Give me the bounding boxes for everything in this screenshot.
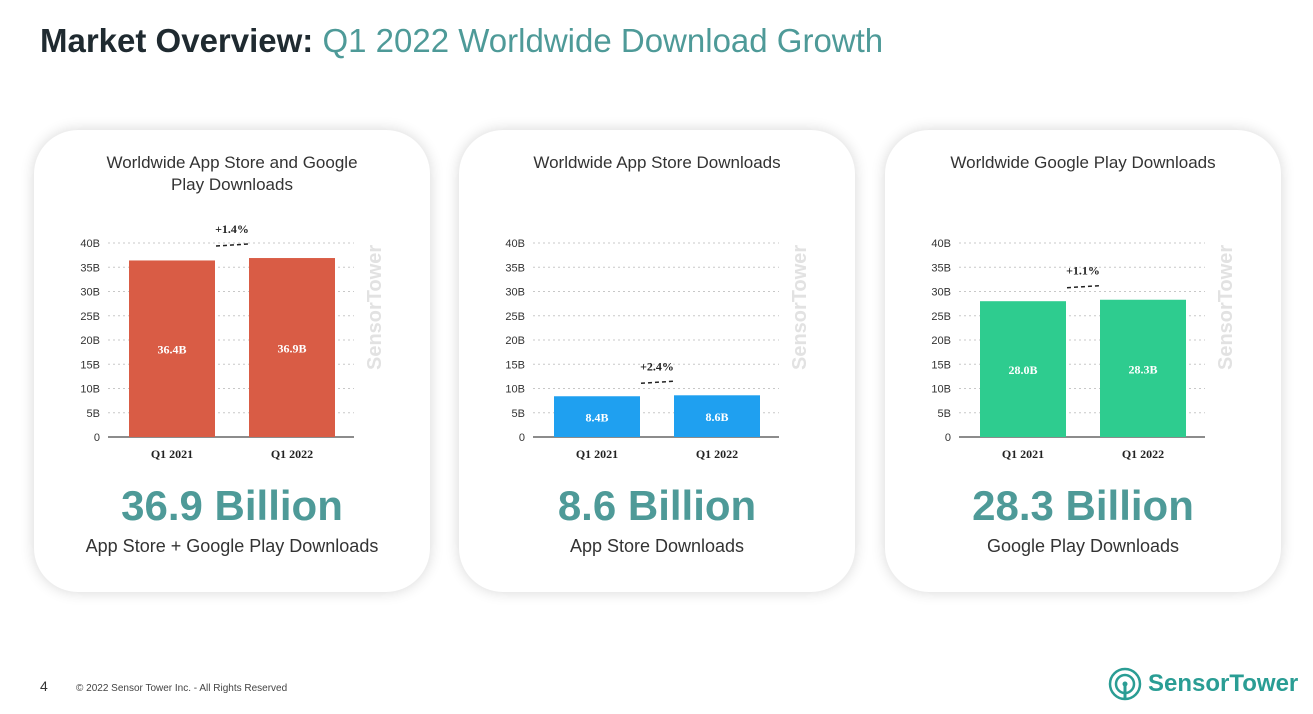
y-tick-label: 15B: [80, 359, 100, 371]
x-tick-label: Q1 2021: [151, 447, 193, 461]
card-subtitle: Google Play Downloads: [986, 536, 1180, 556]
growth-line: [640, 380, 674, 385]
page-number: 4: [40, 678, 48, 694]
y-tick-label: 25B: [931, 311, 951, 323]
sensor-tower-icon: [1108, 667, 1142, 701]
y-tick-label: 5B: [938, 408, 951, 420]
y-tick-label: 30B: [80, 287, 100, 299]
page-title-subtitle: Q1 2022 Worldwide Download Growth: [322, 22, 884, 59]
bar-value-label: 28.0B: [1008, 363, 1037, 377]
copyright: © 2022 Sensor Tower Inc. - All Rights Re…: [76, 683, 288, 694]
card-title: Worldwide App Store Downloads: [533, 153, 781, 172]
growth-label: +1.1%: [1066, 264, 1100, 278]
card-title: Worldwide Google Play Downloads: [950, 153, 1216, 172]
y-tick-label: 35B: [505, 262, 525, 274]
chart-app-store-downloads: 0 5B 10B 15B 20B 25B 30B 35B 40B 8.4B Q1 2021 8.6B Q…: [505, 238, 779, 461]
y-tick-label: 25B: [80, 311, 100, 323]
y-tick-label: 10B: [931, 384, 951, 396]
y-tick-label: 40B: [80, 238, 100, 250]
growth-label: +2.4%: [640, 359, 674, 373]
growth-line: [215, 243, 249, 247]
card-title: Worldwide App Store and Google Play Down…: [106, 153, 358, 194]
page-title: Market Overview: Q1 2022 Worldwide Downl…: [40, 22, 883, 60]
y-tick-label: 5B: [87, 408, 100, 420]
bar-value-label: 8.4B: [585, 411, 608, 425]
x-tick-label: Q1 2022: [271, 447, 313, 461]
bar: [554, 396, 640, 437]
y-tick-label: 25B: [505, 311, 525, 323]
bar: [249, 258, 335, 437]
bar: [129, 260, 215, 437]
growth-line: [1066, 284, 1100, 289]
big-number: 28.3 Billion: [972, 482, 1194, 529]
card-google-play-downloads: Worldwide Google Play Downloads SensorTo…: [885, 130, 1281, 592]
y-tick-label: 40B: [505, 238, 525, 250]
bar: [674, 395, 760, 437]
bar-value-label: 28.3B: [1128, 362, 1157, 376]
bar-value-label: 36.4B: [157, 343, 186, 357]
y-tick-label: 15B: [505, 359, 525, 371]
chart-total-downloads: 0 5B 10B 15B 20B 25B 30B 35B 40B 36.4B Q1 2021 36.9…: [80, 222, 354, 461]
bar: [980, 301, 1066, 437]
x-tick-label: Q1 2021: [1002, 447, 1044, 461]
bar-value-label: 36.9B: [277, 342, 306, 356]
y-tick-label: 35B: [931, 262, 951, 274]
card-subtitle: App Store Downloads: [569, 536, 745, 556]
y-tick-label: 10B: [80, 384, 100, 396]
logo-text: SensorTower: [1148, 670, 1299, 697]
bar: [1100, 299, 1186, 437]
y-tick-label: 20B: [505, 335, 525, 347]
card-total-downloads: Worldwide App Store and Google Play Down…: [34, 130, 430, 592]
card-subtitle: App Store + Google Play Downloads: [85, 536, 379, 556]
x-tick-label: Q1 2021: [576, 447, 618, 461]
sensor-tower-logo: SensorTower: [1108, 666, 1298, 702]
x-tick-label: Q1 2022: [696, 447, 738, 461]
x-tick-label: Q1 2022: [1122, 447, 1164, 461]
big-number: 36.9 Billion: [121, 482, 343, 529]
y-tick-label: 30B: [931, 287, 951, 299]
y-tick-label: 15B: [931, 359, 951, 371]
y-tick-label: 30B: [505, 287, 525, 299]
y-tick-label: 10B: [505, 384, 525, 396]
growth-label: +1.4%: [215, 222, 249, 236]
card-app-store-downloads: Worldwide App Store Downloads SensorTowe…: [459, 130, 855, 592]
y-tick-label: 35B: [80, 262, 100, 274]
y-tick-label: 0: [519, 432, 525, 444]
y-tick-label: 5B: [512, 408, 525, 420]
chart-google-play-downloads: 0 5B 10B 15B 20B 25B 30B 35B 40B 28.0B Q1 2021 28.3…: [931, 238, 1205, 461]
y-tick-label: 0: [945, 432, 951, 444]
y-tick-label: 20B: [931, 335, 951, 347]
y-tick-label: 0: [94, 432, 100, 444]
y-tick-label: 40B: [931, 238, 951, 250]
big-number: 8.6 Billion: [557, 482, 757, 529]
y-tick-label: 20B: [80, 335, 100, 347]
bar-value-label: 8.6B: [705, 410, 728, 424]
page-title-bold: Market Overview:: [40, 22, 314, 59]
